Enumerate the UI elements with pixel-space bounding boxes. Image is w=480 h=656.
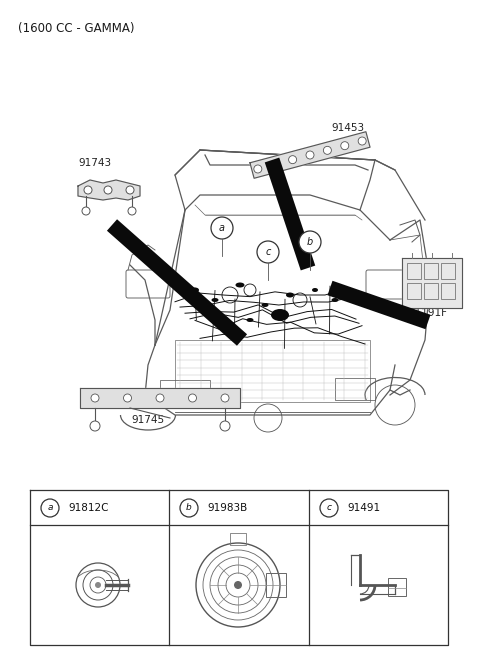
Circle shape <box>324 146 331 154</box>
Text: b: b <box>186 504 192 512</box>
Text: 91453: 91453 <box>331 123 365 133</box>
Ellipse shape <box>207 308 213 312</box>
Bar <box>424 263 438 279</box>
Circle shape <box>234 581 242 589</box>
Circle shape <box>84 186 92 194</box>
Circle shape <box>257 241 279 263</box>
Circle shape <box>211 217 233 239</box>
Text: a: a <box>47 504 53 512</box>
Bar <box>407 263 421 279</box>
Text: 91745: 91745 <box>132 415 165 425</box>
Polygon shape <box>78 180 140 200</box>
Ellipse shape <box>262 303 268 307</box>
Circle shape <box>341 142 349 150</box>
Polygon shape <box>250 132 370 178</box>
Text: 91491: 91491 <box>347 503 380 513</box>
Circle shape <box>288 155 297 163</box>
Ellipse shape <box>271 309 289 321</box>
Circle shape <box>123 394 132 402</box>
Ellipse shape <box>212 298 218 302</box>
Circle shape <box>306 151 314 159</box>
Bar <box>441 263 455 279</box>
Ellipse shape <box>247 318 253 322</box>
Bar <box>175 340 370 402</box>
Circle shape <box>41 499 59 517</box>
Circle shape <box>299 231 321 253</box>
Circle shape <box>271 160 279 169</box>
Bar <box>407 283 421 299</box>
Circle shape <box>104 186 112 194</box>
Circle shape <box>128 207 136 215</box>
Circle shape <box>254 165 262 173</box>
Circle shape <box>358 137 366 145</box>
Text: 91191F: 91191F <box>408 308 447 318</box>
Circle shape <box>90 421 100 431</box>
Text: c: c <box>265 247 271 257</box>
Ellipse shape <box>332 298 338 302</box>
Circle shape <box>189 394 196 402</box>
Circle shape <box>126 186 134 194</box>
Bar <box>441 283 455 299</box>
Text: b: b <box>307 237 313 247</box>
Text: 91812C: 91812C <box>68 503 108 513</box>
Text: c: c <box>326 504 332 512</box>
Text: 91983B: 91983B <box>207 503 247 513</box>
Circle shape <box>220 421 230 431</box>
Text: (1600 CC - GAMMA): (1600 CC - GAMMA) <box>18 22 134 35</box>
Text: a: a <box>219 223 225 233</box>
Circle shape <box>95 582 101 588</box>
Circle shape <box>180 499 198 517</box>
Circle shape <box>221 394 229 402</box>
Bar <box>230 533 246 545</box>
Bar <box>335 378 375 400</box>
Bar <box>424 283 438 299</box>
Ellipse shape <box>236 283 244 287</box>
Circle shape <box>82 207 90 215</box>
Circle shape <box>91 394 99 402</box>
Polygon shape <box>80 388 240 408</box>
Ellipse shape <box>312 288 318 292</box>
Bar <box>266 573 286 597</box>
Text: 91743: 91743 <box>78 158 111 168</box>
Bar <box>388 578 406 596</box>
Ellipse shape <box>286 293 294 298</box>
Polygon shape <box>402 258 462 308</box>
Bar <box>160 380 210 402</box>
Ellipse shape <box>191 287 199 293</box>
Circle shape <box>156 394 164 402</box>
Circle shape <box>320 499 338 517</box>
